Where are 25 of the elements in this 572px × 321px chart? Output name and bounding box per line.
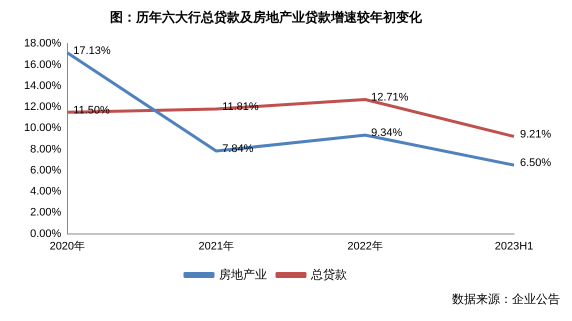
legend-label: 房地产业: [219, 267, 267, 282]
y-tick-label: 6.00%: [30, 164, 62, 176]
data-label: 9.34%: [371, 127, 403, 140]
x-tick-label: 2021年: [198, 240, 234, 252]
data-label: 9.21%: [520, 128, 552, 141]
y-tick-label: 0.00%: [30, 228, 62, 240]
data-label: 7.84%: [222, 142, 254, 155]
y-tick-label: 14.00%: [24, 80, 62, 92]
data-label: 17.13%: [73, 44, 111, 57]
x-tick-label: 2020年: [50, 240, 86, 252]
y-tick-label: 8.00%: [30, 143, 62, 156]
y-tick-label: 18.00%: [24, 38, 62, 50]
chart-title: 图：历年六大行总贷款及房地产业贷款增速较年初变化: [110, 9, 423, 24]
y-tick-label: 2.00%: [30, 206, 62, 219]
y-tick-label: 16.00%: [24, 58, 62, 71]
data-label: 6.50%: [520, 157, 552, 170]
y-tick-label: 10.00%: [24, 122, 62, 134]
y-tick-label: 4.00%: [30, 186, 62, 198]
x-tick-label: 2023H1: [494, 240, 534, 252]
data-label: 11.81%: [222, 101, 259, 114]
y-tick-label: 12.00%: [24, 101, 62, 114]
source-note: 数据来源：企业公告: [451, 291, 561, 308]
x-tick-label: 2022年: [347, 240, 383, 252]
legend-label: 总贷款: [310, 267, 347, 282]
data-label: 12.71%: [371, 92, 409, 104]
